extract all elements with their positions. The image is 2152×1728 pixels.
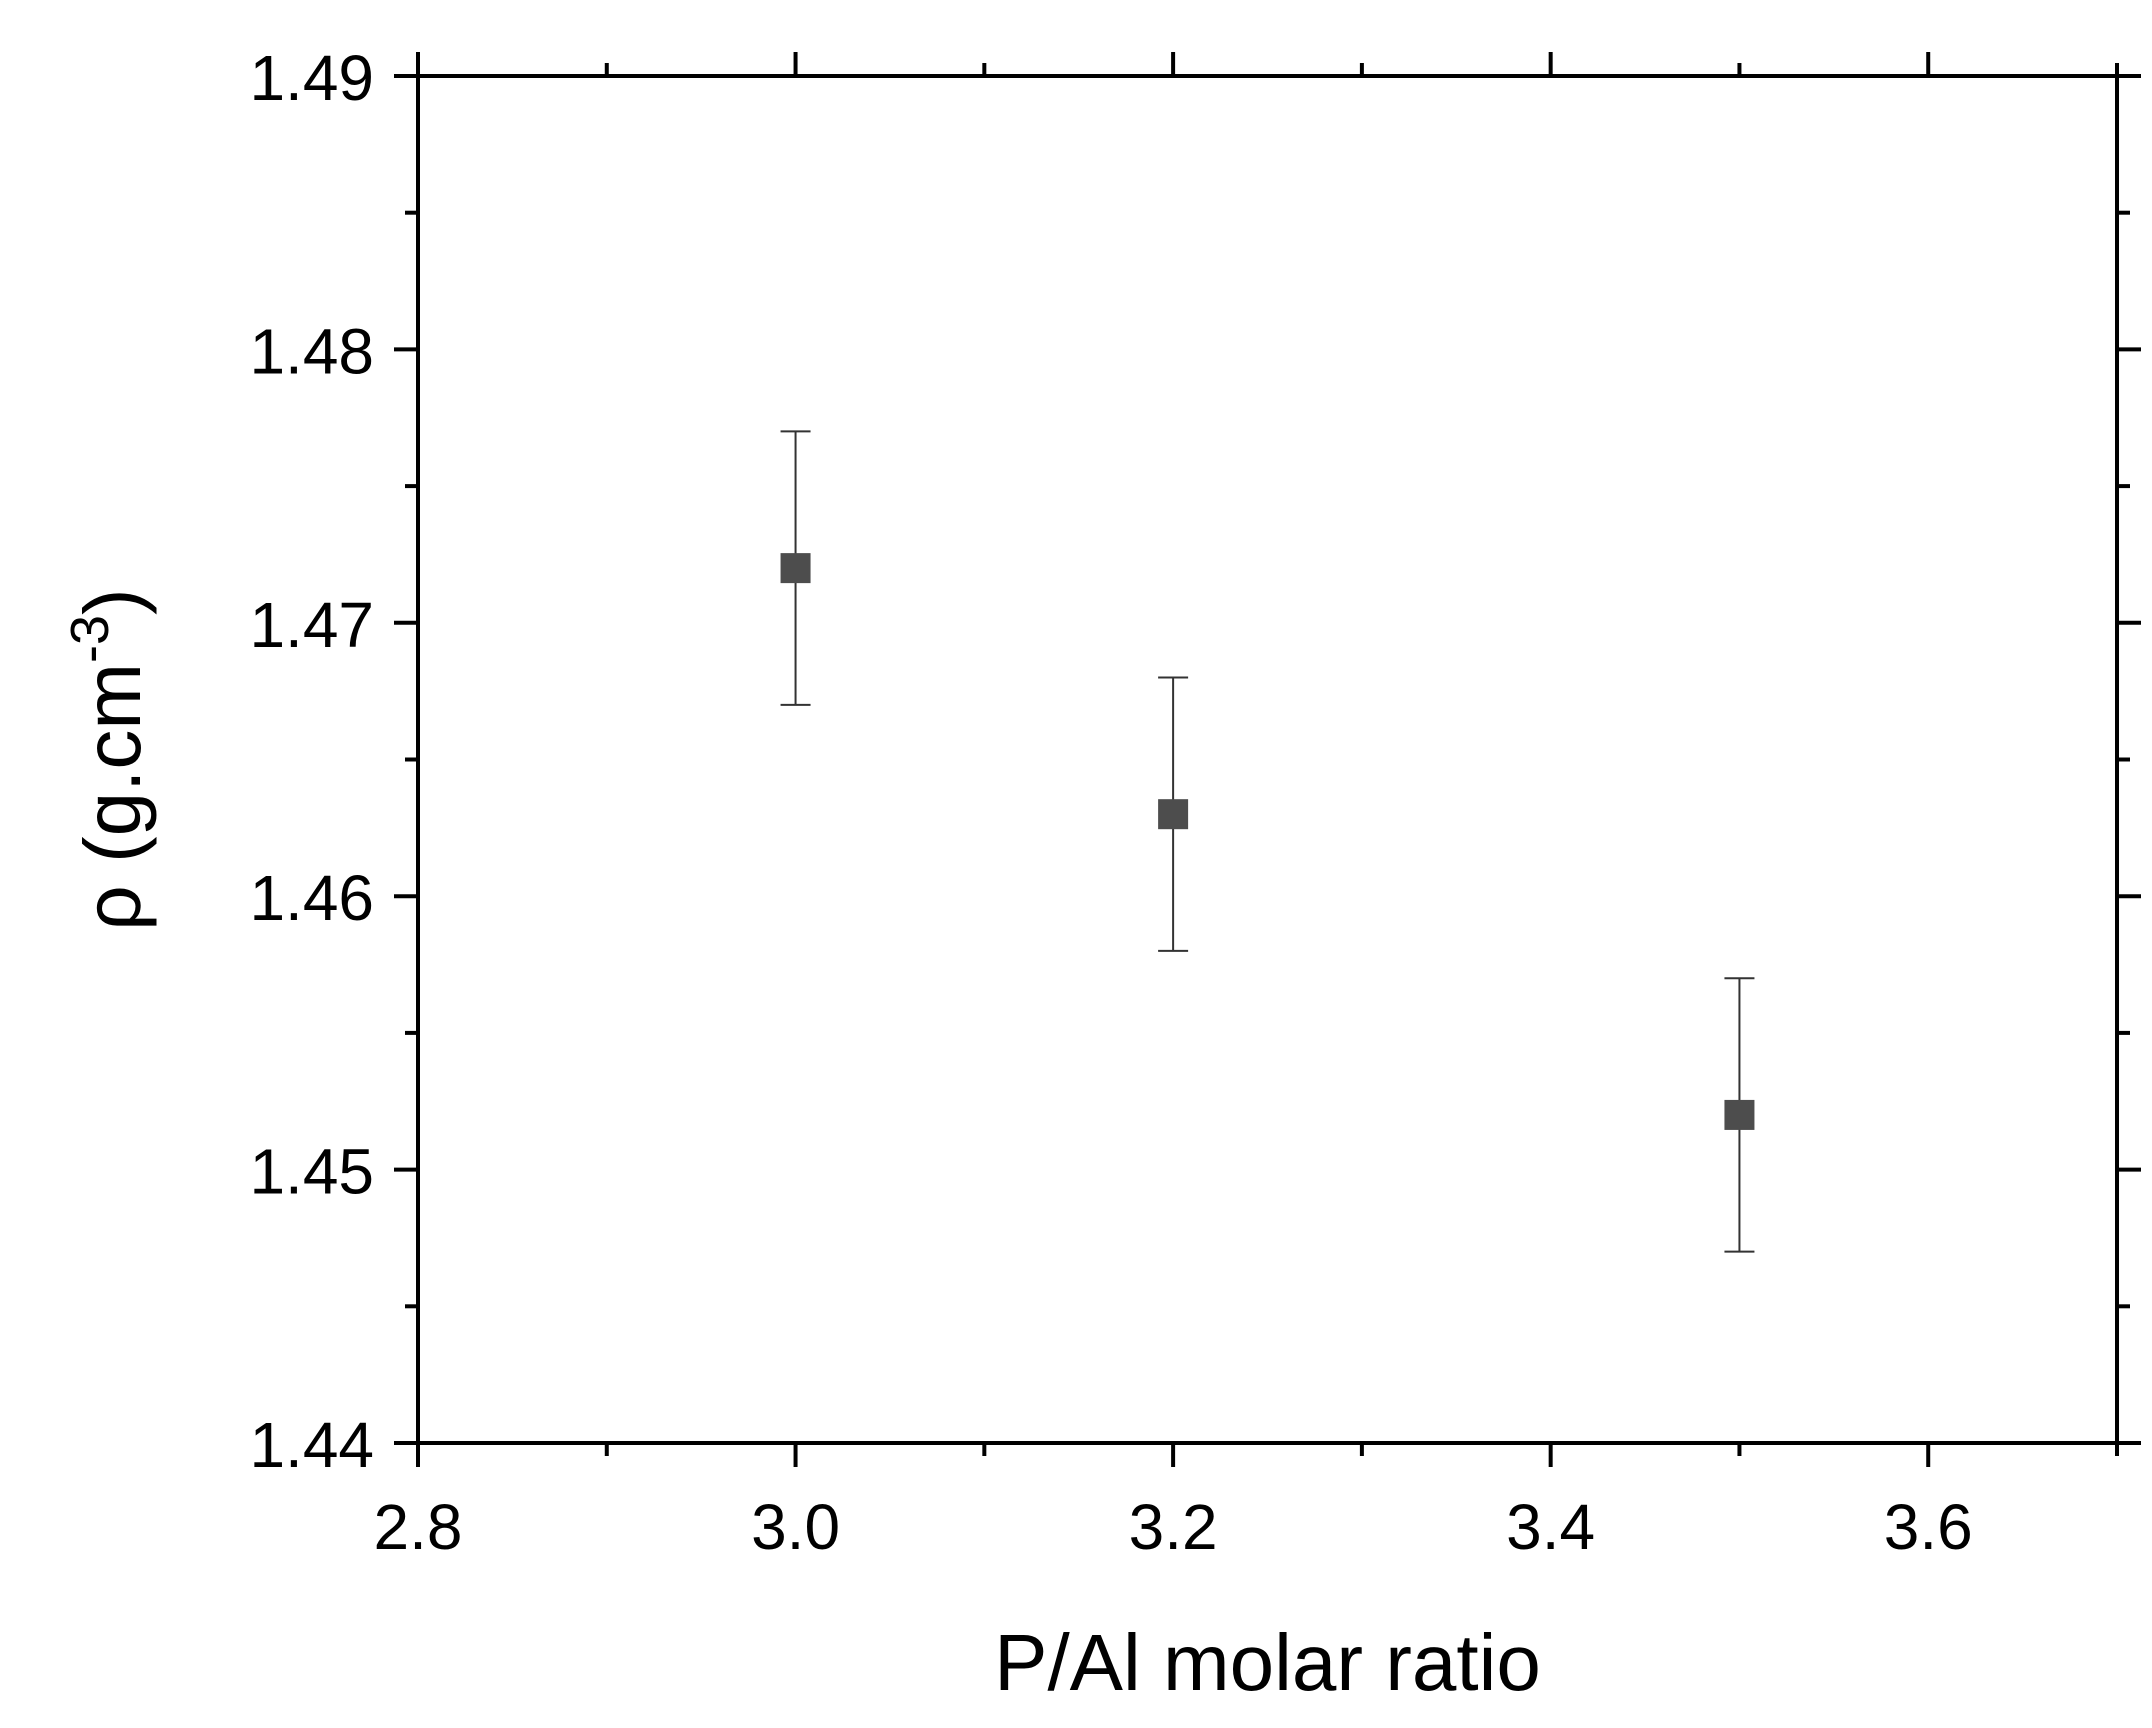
y-axis-title-end: ) [68,588,157,615]
x-tick-label: 3.6 [1884,1491,1973,1563]
y-tick-label: 1.46 [249,862,374,934]
x-axis-title: P/Al molar ratio [994,1618,1541,1707]
y-tick-label: 1.44 [249,1409,374,1481]
x-tick-label: 2.8 [374,1491,463,1563]
y-tick-label: 1.48 [249,315,374,387]
y-tick-label: 1.45 [249,1136,374,1208]
data-point-group [780,430,811,706]
plot-frame [416,74,2119,1445]
y-tick-label: 1.49 [249,42,374,114]
x-tick-label: 3.4 [1506,1491,1595,1563]
y-axis-title-main: ρ (g.cm [68,663,157,931]
x-tick-label: 3.0 [751,1491,840,1563]
data-point-marker [1158,799,1189,830]
data-point-marker [1724,1099,1755,1130]
tick-labels: 2.8 3.0 3.2 3.4 3.6 1.44 1.45 1.46 1.47 1.48 1.49 [249,42,1972,1563]
y-axis-title-superscript: -3 [60,615,120,663]
axis-ticks [394,52,2141,1467]
data-points [780,430,1755,1253]
y-tick-label: 1.47 [249,589,374,661]
data-point-group [1158,676,1189,952]
x-tick-label: 3.2 [1129,1491,1218,1563]
data-point-group [1724,977,1755,1253]
data-point-marker [780,553,811,584]
y-axis-title: ρ (g.cm-3) [60,588,157,930]
